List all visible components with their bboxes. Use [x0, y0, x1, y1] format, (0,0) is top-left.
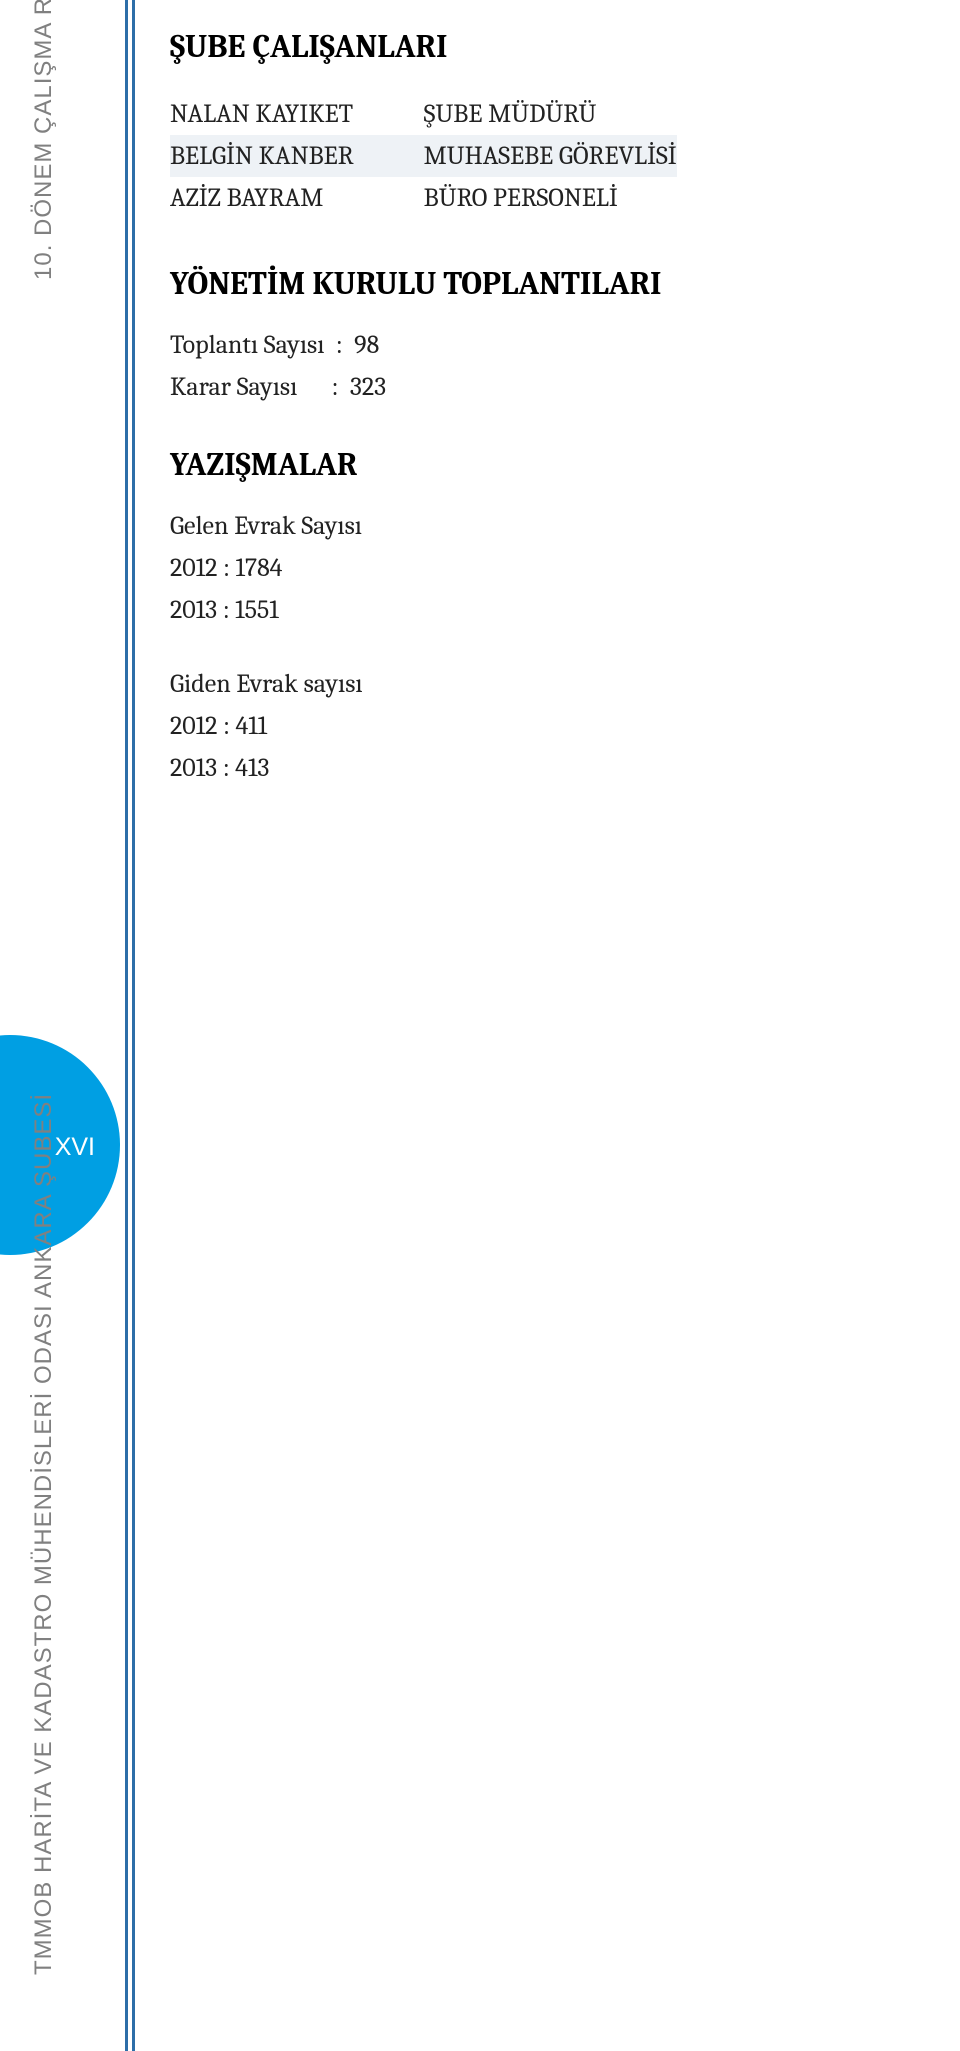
vertical-rule	[125, 0, 128, 2051]
staff-role: BÜRO PERSONELİ	[424, 177, 677, 219]
incoming-2012: 2012 : 1784	[170, 553, 890, 583]
corr-heading: YAZIŞMALAR	[170, 446, 890, 483]
meetings-stats: Toplantı Sayısı : 98 Karar Sayısı : 323	[170, 330, 890, 402]
outgoing-2012: 2012 : 411	[170, 711, 890, 741]
table-row: AZİZ BAYRAM BÜRO PERSONELİ	[170, 177, 677, 219]
toplanti-line: Toplantı Sayısı : 98	[170, 330, 890, 360]
toplanti-value: 98	[354, 330, 379, 360]
table-row: NALAN KAYIKET ŞUBE MÜDÜRÜ	[170, 93, 677, 135]
staff-role: ŞUBE MÜDÜRÜ	[424, 93, 677, 135]
outgoing-block: Giden Evrak sayısı 2012 : 411 2013 : 413	[170, 669, 890, 783]
table-row: BELGİN KANBER MUHASEBE GÖREVLİSİ	[170, 135, 677, 177]
staff-name: AZİZ BAYRAM	[170, 177, 424, 219]
staff-heading: ŞUBE ÇALIŞANLARI	[170, 28, 890, 65]
staff-table: NALAN KAYIKET ŞUBE MÜDÜRÜ BELGİN KANBER …	[170, 93, 677, 219]
karar-label: Karar Sayısı	[170, 372, 297, 402]
page-number: XVI	[55, 1133, 95, 1162]
page-circle: XVI	[0, 1035, 120, 1255]
karar-line: Karar Sayısı : 323	[170, 372, 890, 402]
outgoing-2013: 2013 : 413	[170, 753, 890, 783]
meetings-heading: YÖNETİM KURULU TOPLANTILARI	[170, 265, 890, 302]
staff-name: NALAN KAYIKET	[170, 93, 424, 135]
staff-name: BELGİN KANBER	[170, 135, 424, 177]
staff-role: MUHASEBE GÖREVLİSİ	[424, 135, 677, 177]
incoming-block: Gelen Evrak Sayısı 2012 : 1784 2013 : 15…	[170, 511, 890, 625]
incoming-label: Gelen Evrak Sayısı	[170, 511, 890, 541]
outgoing-label: Giden Evrak sayısı	[170, 669, 890, 699]
toplanti-label: Toplantı Sayısı	[170, 330, 324, 360]
main-content: ŞUBE ÇALIŞANLARI NALAN KAYIKET ŞUBE MÜDÜ…	[170, 28, 890, 827]
side-title-top: 10. DÖNEM ÇALIŞMA RAPORU	[30, 0, 58, 280]
side-title-bottom: TMMOB HARİTA VE KADASTRO MÜHENDİSLERİ OD…	[30, 1093, 58, 1975]
karar-value: 323	[350, 372, 386, 402]
incoming-2013: 2013 : 1551	[170, 595, 890, 625]
